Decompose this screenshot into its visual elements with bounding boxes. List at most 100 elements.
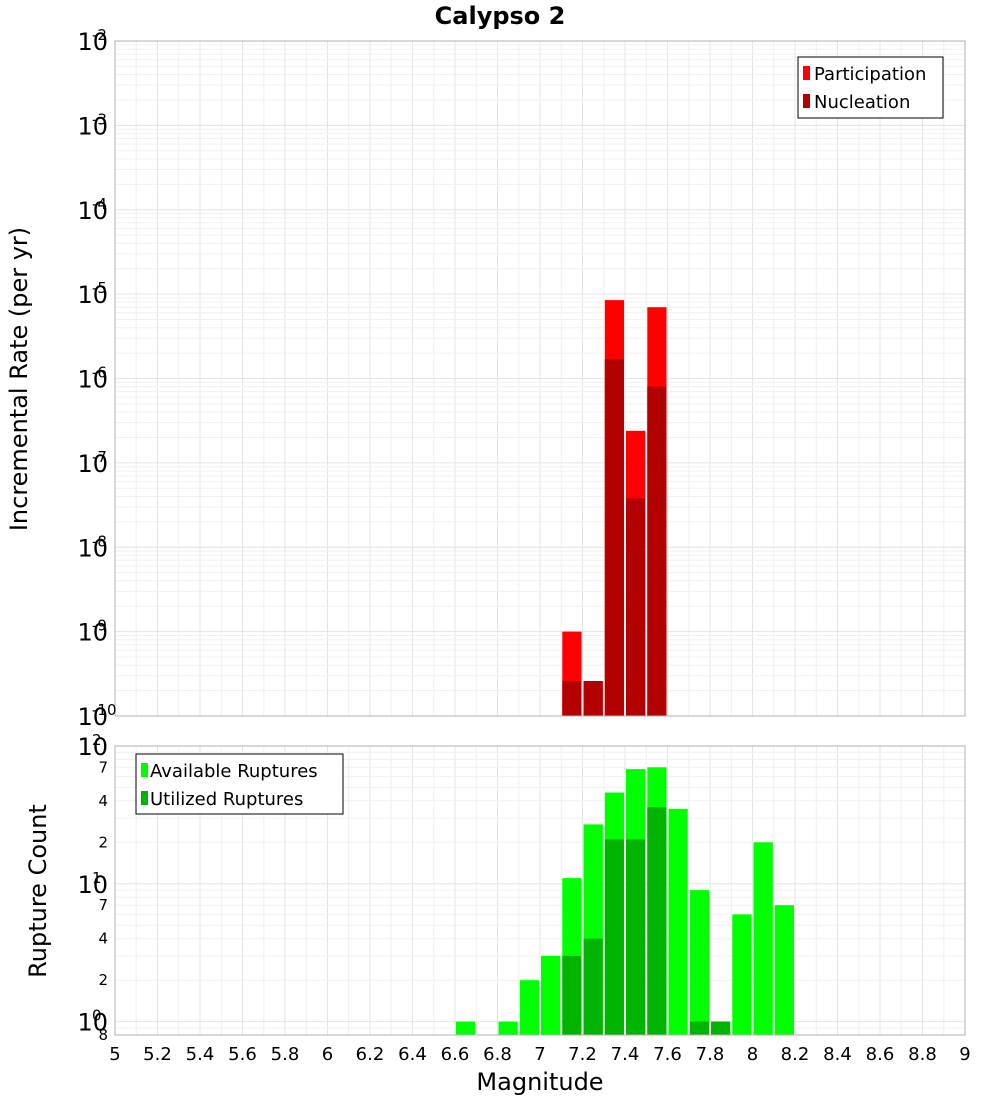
nucleation-bar: [647, 386, 667, 716]
x-tick-label: 8: [747, 1044, 758, 1065]
x-tick-label: 6.8: [483, 1044, 512, 1065]
y-tick-base: 10: [77, 366, 108, 394]
utilized-ruptures-bar: [583, 938, 603, 1035]
bottom-y-tick-label: 100: [77, 1007, 108, 1037]
available-ruptures-bar: [541, 955, 561, 1035]
x-tick-label: 7: [534, 1044, 545, 1065]
x-tick-label: 5.4: [186, 1044, 215, 1065]
legend-label-nucleation: Nucleation: [814, 92, 910, 113]
y-tick-exponent: 1: [92, 869, 102, 887]
x-tick-label: 7.6: [653, 1044, 682, 1065]
top-y-tick-label: 10-4: [77, 195, 108, 225]
x-tick-label: 7.4: [611, 1044, 640, 1065]
y-tick-exponent: 2: [92, 731, 102, 749]
legend-label-utilized: Utilized Ruptures: [150, 789, 303, 810]
legend-swatch-available: [141, 763, 148, 777]
y-tick-exponent: -7: [92, 448, 107, 466]
available-ruptures-bar: [519, 980, 540, 1035]
utilized-ruptures-bar: [604, 839, 624, 1035]
utilized-ruptures-bar: [626, 839, 646, 1035]
legend-swatch-utilized: [141, 791, 148, 805]
y-tick-base: 10: [77, 197, 108, 225]
bottom-legend: Available Ruptures Utilized Ruptures: [135, 753, 344, 815]
x-tick-label: 6.6: [441, 1044, 470, 1065]
utilized-ruptures-bar: [711, 1021, 731, 1035]
legend-swatch-participation: [803, 66, 810, 80]
x-tick-label: 6.2: [356, 1044, 385, 1065]
bottom-y-minor-tick-label: 2: [98, 971, 108, 989]
top-y-tick-label: 10-2: [77, 26, 108, 56]
top-y-tick-label: 10-5: [77, 279, 108, 309]
legend-swatch-nucleation: [803, 94, 810, 108]
bottom-y-minor-tick-label: 7: [98, 758, 108, 776]
y-tick-base: 10: [77, 281, 108, 309]
y-tick-base: 10: [77, 534, 108, 562]
nucleation-bar: [562, 681, 582, 716]
available-ruptures-bar: [498, 1021, 518, 1035]
nucleation-bar: [583, 681, 603, 716]
utilized-ruptures-bar: [647, 807, 667, 1035]
bottom-plot-frame: [114, 745, 966, 1036]
y-tick-exponent: -8: [92, 532, 107, 550]
legend-label-participation: Participation: [814, 64, 926, 85]
x-tick-label: 9: [959, 1044, 970, 1065]
top-y-tick-label: 10-6: [77, 364, 108, 394]
bottom-y-axis-label: Rupture Count: [24, 804, 52, 978]
available-ruptures-bar: [456, 1021, 476, 1035]
x-tick-label: 6.4: [398, 1044, 427, 1065]
x-axis-label: Magnitude: [476, 1068, 603, 1096]
bottom-y-minor-tick-label: 7: [98, 896, 108, 914]
x-tick-label: 5: [109, 1044, 120, 1065]
x-tick-label: 6: [322, 1044, 333, 1065]
y-tick-base: 10: [77, 112, 108, 140]
top-y-tick-label: 10-3: [77, 110, 108, 140]
y-tick-base: 10: [77, 1009, 108, 1037]
available-ruptures-bar: [732, 914, 752, 1035]
nucleation-bar: [626, 498, 646, 716]
bottom-y-tick-label: 101: [77, 869, 108, 899]
x-tick-label: 8.8: [908, 1044, 937, 1065]
bottom-y-minor-tick-label: 2: [98, 833, 108, 851]
x-tick-label: 5.6: [228, 1044, 257, 1065]
available-ruptures-bar: [753, 842, 773, 1035]
y-tick-base: 10: [77, 450, 108, 478]
bottom-legend-box: [135, 753, 344, 815]
y-tick-base: 10: [77, 703, 108, 731]
y-tick-base: 10: [77, 28, 108, 56]
top-y-tick-label: 10-10: [77, 701, 116, 731]
y-tick-exponent: -5: [92, 279, 107, 297]
top-y-tick-label: 10-9: [77, 617, 108, 647]
top-bars: [562, 300, 667, 716]
bottom-y-minor-tick-label: 8: [98, 1026, 108, 1044]
y-tick-exponent: 0: [92, 1007, 102, 1025]
x-tick-label: 8.2: [781, 1044, 810, 1065]
x-tick-label: 5.2: [143, 1044, 172, 1065]
top-y-axis-label: Incremental Rate (per yr): [5, 227, 33, 531]
top-gridlines: [115, 41, 965, 717]
y-tick-base: 10: [77, 733, 108, 761]
y-tick-exponent: -4: [92, 195, 107, 213]
available-ruptures-bar: [774, 905, 794, 1035]
legend-label-available: Available Ruptures: [150, 761, 318, 782]
y-tick-exponent: -2: [92, 26, 107, 44]
top-y-tick-label: 10-8: [77, 532, 108, 562]
y-tick-exponent: -9: [92, 617, 107, 635]
x-tick-label: 5.8: [271, 1044, 300, 1065]
x-tick-label: 7.2: [568, 1044, 597, 1065]
utilized-ruptures-bar: [562, 955, 582, 1035]
bottom-y-tick-label: 102: [77, 731, 108, 761]
top-y-tick-label: 10-7: [77, 448, 108, 478]
chart-title: Calypso 2: [435, 2, 566, 30]
bottom-bars: [456, 767, 794, 1035]
top-plot-frame: [114, 40, 966, 717]
utilized-ruptures-bar: [689, 1021, 710, 1035]
nucleation-bar: [604, 359, 624, 716]
bottom-y-minor-tick-label: 4: [98, 930, 108, 948]
x-ticks: 5 5.2 5.4 5.6 5.8 6 6.2 6.4 6.6 6.8 7 7.2 7.4 7.6 7.8 8…: [109, 1044, 970, 1065]
x-tick-label: 7.8: [696, 1044, 725, 1065]
